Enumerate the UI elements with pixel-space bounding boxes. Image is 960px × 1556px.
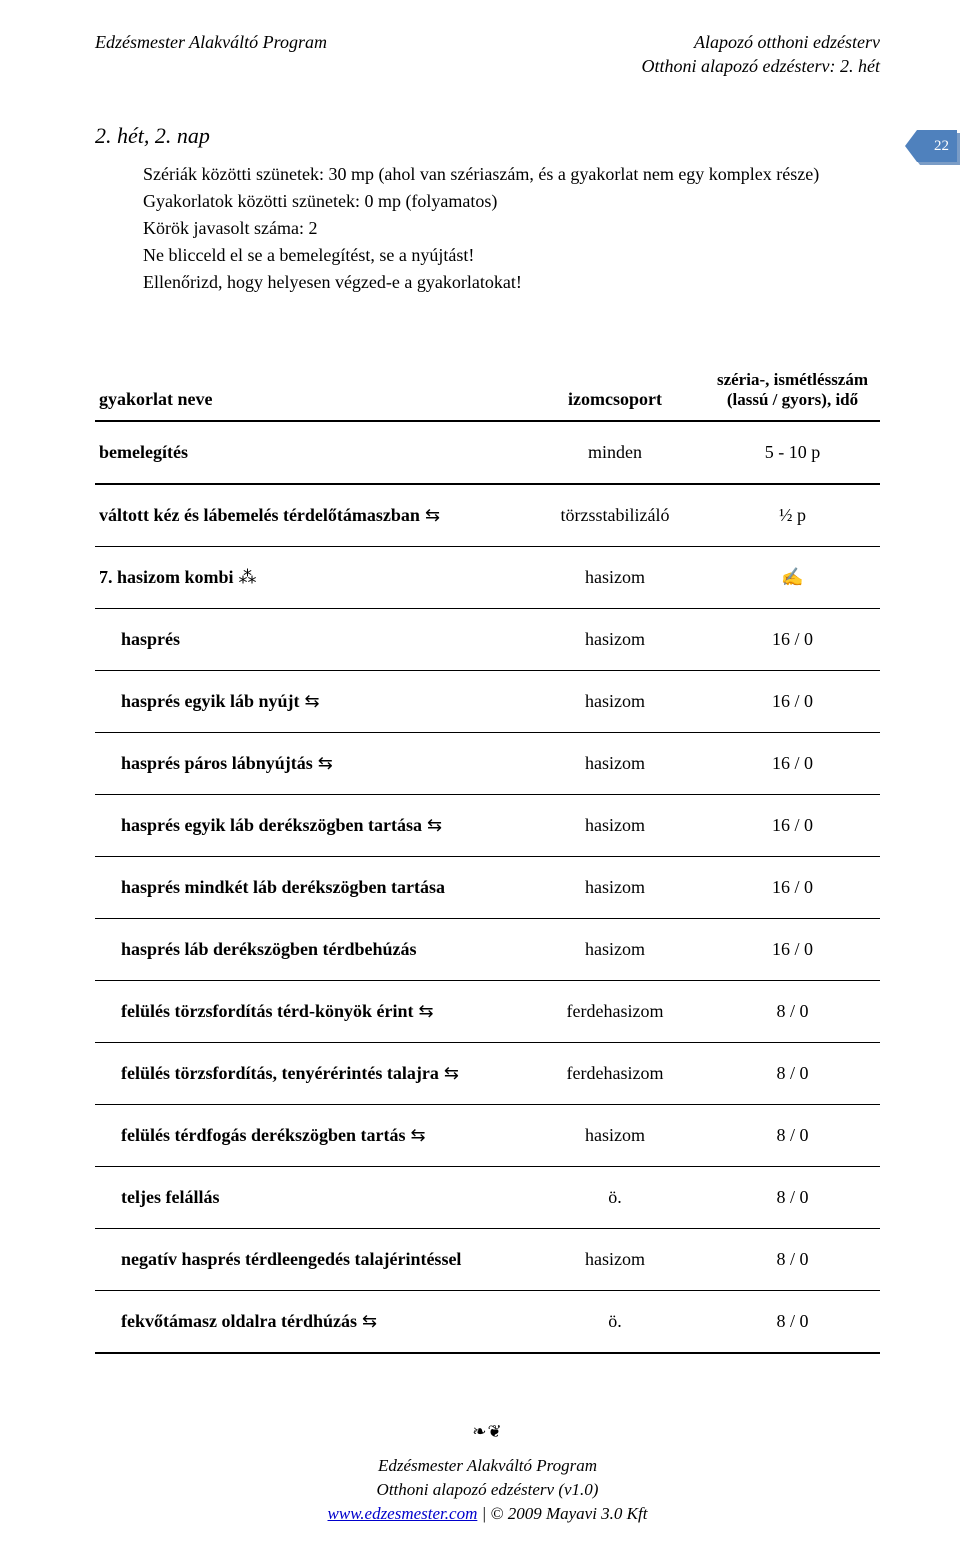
alternating-icon: ⇆	[300, 691, 320, 711]
reps-value: ½ p	[705, 484, 880, 547]
note-line: Körök javasolt száma: 2	[143, 215, 880, 242]
note-line: Ne blicceld el se a bemelegítést, se a n…	[143, 242, 880, 269]
muscle-group: hasizom	[525, 919, 705, 981]
footer-ornament: ❧❦	[95, 1420, 880, 1444]
exercise-name: váltott kéz és lábemelés térdelőtámaszba…	[95, 484, 525, 547]
exercise-name: fekvőtámasz oldalra térdhúzás ⇆	[95, 1291, 525, 1354]
muscle-group: hasizom	[525, 795, 705, 857]
col-header-reps: széria-, ismét­lésszám (lassú / gyors), …	[705, 364, 880, 422]
alternating-icon: ⇆	[422, 815, 442, 835]
reps-value: 16 / 0	[705, 609, 880, 671]
note-line: Ellenőrizd, hogy helyesen végzed-e a gya…	[143, 269, 880, 296]
exercise-name: hasprés mindkét láb derékszögben tartása	[95, 857, 525, 919]
col-header-name: gyakorlat neve	[95, 364, 525, 422]
exercise-name: hasprés egyik láb nyújt ⇆	[95, 671, 525, 733]
header-right-line2: Otthoni alapozó edzésterv: 2. hét	[642, 54, 880, 78]
muscle-group: hasizom	[525, 1105, 705, 1167]
page-number-badge: 22	[905, 130, 960, 166]
alternating-icon: ⁂	[234, 567, 257, 587]
table-row: hasprés egyik láb nyújt ⇆hasizom16 / 0	[95, 671, 880, 733]
table-row: váltott kéz és lábemelés térdelőtámaszba…	[95, 484, 880, 547]
footer-link[interactable]: www.edzesmester.com	[328, 1504, 478, 1523]
reps-value: 5 - 10 p	[705, 421, 880, 484]
muscle-group: minden	[525, 421, 705, 484]
exercise-name: hasprés egyik láb derékszögben tartása ⇆	[95, 795, 525, 857]
reps-value: 16 / 0	[705, 857, 880, 919]
reps-value: 8 / 0	[705, 981, 880, 1043]
muscle-group: hasizom	[525, 857, 705, 919]
muscle-group: ö.	[525, 1167, 705, 1229]
footer-credits: www.edzesmester.com | © 2009 Mayavi 3.0 …	[95, 1502, 880, 1526]
session-notes: Szériák közötti szünetek: 30 mp (ahol va…	[143, 161, 880, 296]
footer-program: Edzésmester Alakváltó Program	[95, 1454, 880, 1478]
alternating-icon: ⇆	[313, 753, 333, 773]
muscle-group: ferdehasizom	[525, 981, 705, 1043]
muscle-group: hasizom	[525, 1229, 705, 1291]
table-row: haspréshasizom16 / 0	[95, 609, 880, 671]
reps-value: ✍	[705, 547, 880, 609]
exercise-name: hasprés láb derékszögben térdbehúzás	[95, 919, 525, 981]
exercise-name: 7. hasizom kombi ⁂	[95, 547, 525, 609]
alternating-icon: ⇆	[439, 1063, 459, 1083]
table-row: felülés törzsfordítás térd-könyök érint …	[95, 981, 880, 1043]
reps-value: 16 / 0	[705, 919, 880, 981]
table-row: bemelegítésminden5 - 10 p	[95, 421, 880, 484]
muscle-group: törzsstabilizáló	[525, 484, 705, 547]
note-line: Gyakorlatok közötti szünetek: 0 mp (foly…	[143, 188, 880, 215]
muscle-group: hasizom	[525, 733, 705, 795]
col-header-muscle: izomcsoport	[525, 364, 705, 422]
reps-value: 8 / 0	[705, 1105, 880, 1167]
header-right: Alapozó otthoni edzésterv Otthoni alapoz…	[642, 30, 880, 79]
exercise-name: felülés törzsfordítás, tenyérérintés tal…	[95, 1043, 525, 1105]
table-row: hasprés mindkét láb derékszögben tartása…	[95, 857, 880, 919]
table-row: teljes felállásö.8 / 0	[95, 1167, 880, 1229]
exercise-name: bemelegítés	[95, 421, 525, 484]
alternating-icon: ⇆	[420, 505, 440, 525]
reps-value: 16 / 0	[705, 795, 880, 857]
muscle-group: hasizom	[525, 547, 705, 609]
footer-plan: Otthoni alapozó edzésterv (v1.0)	[95, 1478, 880, 1502]
muscle-group: hasizom	[525, 609, 705, 671]
day-title: 2. hét, 2. nap	[95, 123, 880, 149]
exercise-name: hasprés	[95, 609, 525, 671]
reps-value: 16 / 0	[705, 671, 880, 733]
table-row: negatív hasprés térdleengedés talajérint…	[95, 1229, 880, 1291]
header-left: Edzésmester Alakváltó Program	[95, 30, 327, 79]
table-row: hasprés egyik láb derékszögben tartása ⇆…	[95, 795, 880, 857]
table-row: hasprés láb derékszögben térdbehúzáshasi…	[95, 919, 880, 981]
table-header-row: gyakorlat neve izomcsoport széria-, ismé…	[95, 364, 880, 422]
exercise-table: gyakorlat neve izomcsoport széria-, ismé…	[95, 364, 880, 1355]
table-row: 7. hasizom kombi ⁂hasizom✍	[95, 547, 880, 609]
reps-value: 8 / 0	[705, 1291, 880, 1354]
page-number: 22	[905, 130, 957, 162]
muscle-group: hasizom	[525, 671, 705, 733]
muscle-group: ö.	[525, 1291, 705, 1354]
page-footer: ❧❦ Edzésmester Alakváltó Program Otthoni…	[95, 1420, 880, 1525]
note-line: Szériák közötti szünetek: 30 mp (ahol va…	[143, 161, 880, 188]
muscle-group: ferdehasizom	[525, 1043, 705, 1105]
exercise-name: felülés törzsfordítás térd-könyök érint …	[95, 981, 525, 1043]
reps-value: 8 / 0	[705, 1167, 880, 1229]
exercise-name: teljes felállás	[95, 1167, 525, 1229]
table-row: felülés törzsfordítás, tenyérérintés tal…	[95, 1043, 880, 1105]
table-row: fekvőtámasz oldalra térdhúzás ⇆ö.8 / 0	[95, 1291, 880, 1354]
footer-copyright: | © 2009 Mayavi 3.0 Kft	[477, 1504, 647, 1523]
reps-value: 8 / 0	[705, 1229, 880, 1291]
alternating-icon: ⇆	[357, 1311, 377, 1331]
header-right-line1: Alapozó otthoni edzésterv	[642, 30, 880, 54]
exercise-name: negatív hasprés térdleengedés talajérint…	[95, 1229, 525, 1291]
exercise-name: felülés térdfogás derékszögben tartás ⇆	[95, 1105, 525, 1167]
table-row: felülés térdfogás derékszögben tartás ⇆h…	[95, 1105, 880, 1167]
reps-value: 16 / 0	[705, 733, 880, 795]
exercise-name: hasprés páros lábnyújtás ⇆	[95, 733, 525, 795]
alternating-icon: ⇆	[413, 1001, 433, 1021]
table-row: hasprés páros lábnyújtás ⇆hasizom16 / 0	[95, 733, 880, 795]
page-header: Edzésmester Alakváltó Program Alapozó ot…	[95, 30, 880, 79]
reps-value: 8 / 0	[705, 1043, 880, 1105]
alternating-icon: ⇆	[405, 1125, 425, 1145]
